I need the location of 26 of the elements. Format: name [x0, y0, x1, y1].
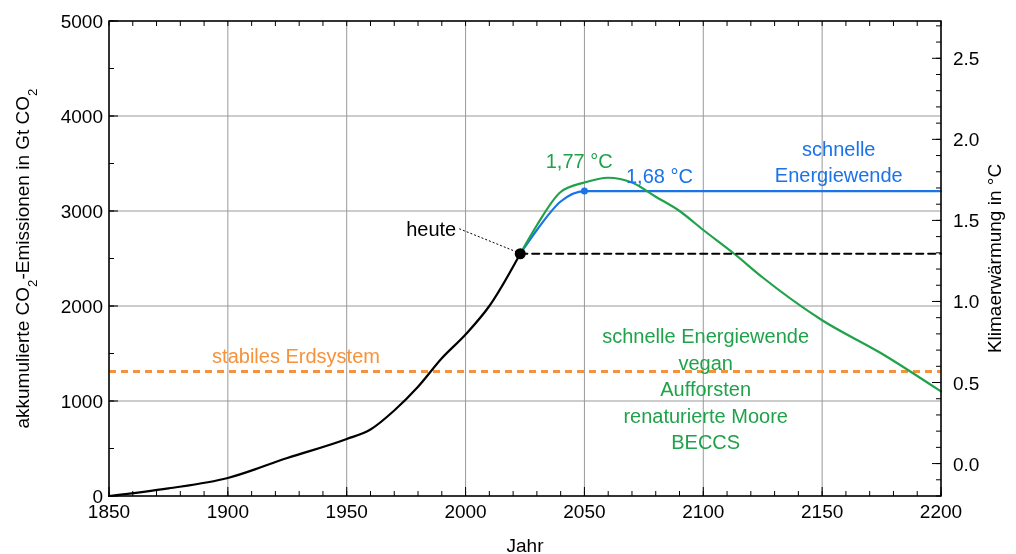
- y-tick-label: 5000: [60, 11, 103, 32]
- x-tick-label: 2100: [682, 501, 725, 522]
- y-tick-label: 2000: [60, 296, 103, 317]
- y-tick-label: 1000: [60, 391, 103, 412]
- y2-tick-label: 2.0: [953, 129, 980, 151]
- y2-tick-label: 0.5: [953, 372, 980, 394]
- x-tick-label: 1900: [206, 501, 249, 522]
- y2-axis-title: Klimaerwärmung in °C: [984, 163, 1005, 354]
- series-label: schnelle Energiewende: [774, 137, 903, 187]
- annotation: 1,68 °C: [625, 165, 693, 188]
- x-tick-label: 2150: [801, 501, 844, 522]
- series-label: schnelle Energiewende vegan Aufforsten renaturierte Moore BECCS: [602, 325, 810, 454]
- y2-tick-label: 1.5: [953, 210, 980, 232]
- x-axis-title: Jahr: [506, 535, 545, 554]
- annotation: heute: [406, 217, 457, 240]
- y-tick-label: 3000: [60, 201, 103, 222]
- y-tick-label: 4000: [60, 106, 103, 127]
- ref-line-label: stabiles Erdsystem: [212, 344, 380, 367]
- x-tick-label: 1950: [325, 501, 368, 522]
- x-tick-label: 2050: [563, 501, 606, 522]
- x-tick-label: 2200: [919, 501, 963, 522]
- y2-tick-label: 2.5: [953, 48, 980, 70]
- x-tick-label: 2000: [444, 501, 487, 522]
- y2-tick-label: 0.0: [953, 453, 980, 475]
- annotation: 1,77 °C: [545, 149, 613, 172]
- y2-tick-label: 1.0: [953, 291, 980, 313]
